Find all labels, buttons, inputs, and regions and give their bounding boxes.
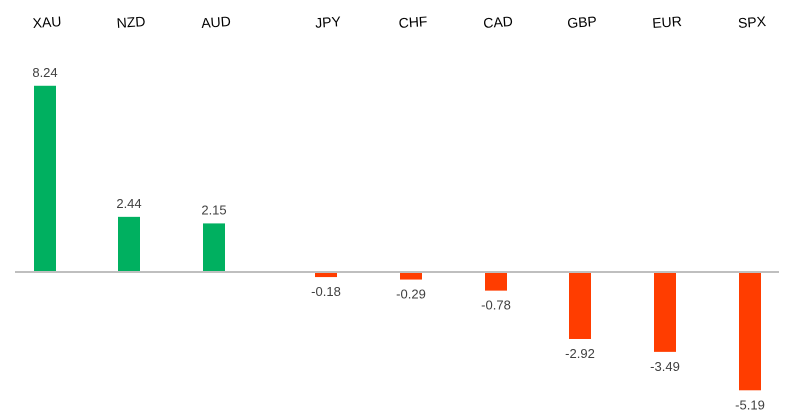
data-label-xau: 8.24 (32, 65, 57, 80)
bar-eur (654, 273, 676, 352)
bar-nzd (118, 216, 140, 272)
data-label-spx: -5.19 (735, 397, 765, 412)
bar-chf (400, 273, 422, 280)
category-label-nzd: NZD (116, 13, 146, 31)
bar-spx (739, 273, 761, 391)
data-label-gbp: -2.92 (565, 346, 595, 361)
category-label-spx: SPX (737, 13, 767, 31)
data-label-aud: 2.15 (201, 202, 226, 217)
category-label-xau: XAU (32, 13, 62, 31)
category-label-gbp: GBP (567, 13, 598, 31)
category-label-eur: EUR (652, 13, 683, 31)
bar-gbp (569, 273, 591, 339)
category-label-cad: CAD (483, 13, 514, 31)
data-label-nzd: 2.44 (116, 196, 141, 211)
bar-cad (485, 273, 507, 291)
data-label-chf: -0.29 (396, 287, 426, 302)
bar-aud (203, 223, 225, 272)
category-label-chf: CHF (398, 13, 428, 31)
bar-xau (34, 85, 56, 272)
category-label-jpy: JPY (315, 13, 342, 31)
data-label-jpy: -0.18 (311, 284, 341, 299)
bar-jpy (315, 273, 337, 278)
category-label-aud: AUD (201, 13, 232, 31)
data-label-eur: -3.49 (650, 359, 680, 374)
data-label-cad: -0.78 (481, 298, 511, 313)
